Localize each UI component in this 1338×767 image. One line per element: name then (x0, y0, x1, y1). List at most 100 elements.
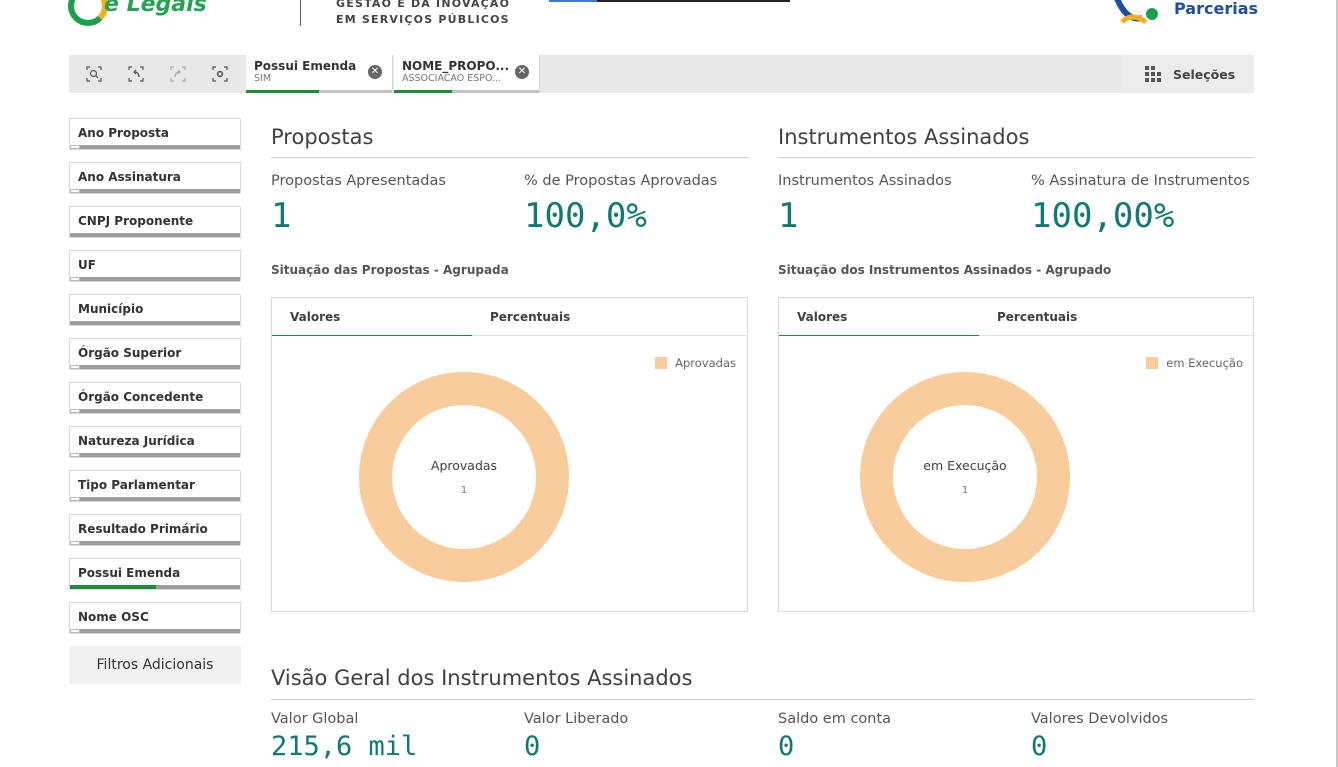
chip-selection-fill (246, 90, 319, 93)
filter-label: Natureza Jurídica (78, 434, 195, 448)
filter-cnpj-proponente[interactable]: CNPJ Proponente (69, 206, 241, 238)
parcerias-logo-icon (1114, 0, 1158, 25)
instrumentos-chart-tabs: Valores Percentuais (779, 298, 1253, 336)
kpi-propostas-apresentadas-label: Propostas Apresentadas (271, 173, 446, 189)
filter-state-bar (70, 585, 240, 589)
filter-state-bar (70, 189, 240, 193)
tab-percentuais[interactable]: Percentuais (979, 298, 1179, 336)
kpi-instrumentos-assinados-value: 1 (778, 196, 799, 236)
chip-value: SIM (254, 73, 272, 84)
kpi-saldo-em-conta-value: 0 (778, 731, 795, 762)
filter-label: Órgão Concedente (78, 390, 204, 404)
filter-sidebar: Ano Proposta Ano Assinatura CNPJ Proponent… (69, 118, 241, 646)
brand-logo-icon (68, 0, 108, 26)
smart-search-icon (86, 66, 102, 82)
tab-valores[interactable]: Valores (272, 298, 472, 336)
filter-state-bar (70, 365, 240, 369)
filter-label: Possui Emenda (78, 566, 181, 580)
legend-item-aprovadas[interactable]: Aprovadas (655, 356, 736, 370)
legend-label: Aprovadas (675, 356, 736, 370)
kpi-saldo-em-conta-label: Saldo em conta (778, 711, 892, 727)
step-back-icon (128, 66, 144, 82)
kpi-assinatura-instrumentos-value: 100,00% (1031, 196, 1175, 236)
filter-possible-segment (70, 409, 80, 413)
step-forward-icon (170, 66, 186, 82)
more-filters-button[interactable]: Filtros Adicionais (69, 646, 241, 684)
smart-search-button[interactable] (80, 60, 108, 88)
kpi-propostas-aprovadas-label: % de Propostas Aprovadas (524, 173, 718, 189)
kpi-valores-devolvidos-value: 0 (1031, 731, 1048, 762)
app-header: e Legais GESTÃO E DA INOVAÇÃO EM SERVIÇO… (0, 0, 1338, 48)
filter-orgao-superior[interactable]: Órgão Superior (69, 338, 241, 370)
donut-slice-aprovadas[interactable] (359, 372, 569, 582)
filter-label: Resultado Primário (78, 522, 208, 536)
tab-percentuais-label: Percentuais (997, 310, 1078, 324)
propostas-donut-chart (359, 372, 569, 582)
legend-item-em-execucao[interactable]: em Execução (1146, 356, 1243, 370)
filter-possui-emenda[interactable]: Possui Emenda (69, 558, 241, 590)
clear-selections-icon (212, 66, 228, 82)
chip-selection-fill (394, 90, 452, 93)
filter-state-bar (70, 277, 240, 281)
filter-ano-proposta[interactable]: Ano Proposta (69, 118, 241, 150)
selections-toolbar: Possui Emenda SIM ✕ NOME_PROPO... ASSOCI… (69, 55, 1254, 93)
tab-percentuais-label: Percentuais (490, 310, 571, 324)
tab-active-indicator (272, 335, 472, 336)
parcerias-logo-text: Parcerias (1174, 0, 1259, 18)
header-divider (300, 0, 301, 26)
filter-possible-segment (70, 453, 80, 457)
filter-selected-segment (70, 585, 156, 589)
clear-selections-button[interactable] (206, 60, 234, 88)
instrumentos-chart-container: Valores Percentuais em Execução em Execu… (778, 297, 1254, 612)
filter-orgao-concedente[interactable]: Órgão Concedente (69, 382, 241, 414)
kpi-valor-liberado-label: Valor Liberado (524, 711, 629, 727)
header-decor-accent (549, 0, 597, 2)
filter-label: Município (78, 302, 144, 316)
tab-valores-label: Valores (290, 310, 341, 324)
filter-state-bar (70, 233, 240, 237)
filter-tipo-parlamentar[interactable]: Tipo Parlamentar (69, 470, 241, 502)
kpi-assinatura-instrumentos-label: % Assinatura de Instrumentos (1031, 173, 1250, 189)
filter-uf[interactable]: UF (69, 250, 241, 282)
filter-possible-segment (70, 629, 80, 633)
chip-close-icon[interactable]: ✕ (368, 65, 382, 79)
page-edge-divider (1336, 0, 1338, 767)
filter-possible-segment (70, 541, 80, 545)
propostas-chart-container: Valores Percentuais Aprovadas Aprovadas … (271, 297, 748, 612)
selections-label: Seleções (1173, 66, 1236, 82)
visao-geral-title: Visão Geral dos Instrumentos Assinados (271, 666, 693, 690)
step-forward-button[interactable] (164, 60, 192, 88)
filter-municipio[interactable]: Município (69, 294, 241, 326)
tab-percentuais[interactable]: Percentuais (472, 298, 672, 336)
header-subtitle-line1: GESTÃO E DA INOVAÇÃO (336, 0, 511, 10)
donut-center-value: 1 (460, 485, 468, 496)
filter-label: Ano Proposta (78, 126, 170, 140)
kpi-valores-devolvidos-label: Valores Devolvidos (1031, 711, 1169, 727)
tab-valores[interactable]: Valores (779, 298, 979, 336)
selection-chip-nome-proponente[interactable]: NOME_PROPO... ASSOCIACAO ESPO... ✕ (394, 55, 540, 93)
grid-icon (1145, 66, 1161, 82)
legend-label: em Execução (1166, 356, 1243, 370)
filter-natureza-juridica[interactable]: Natureza Jurídica (69, 426, 241, 458)
kpi-propostas-aprovadas-value: 100,0% (524, 196, 647, 236)
kpi-instrumentos-assinados-label: Instrumentos Assinados (778, 173, 952, 189)
header-subtitle-line2: EM SERVIÇOS PÚBLICOS (336, 13, 510, 26)
donut-slice-em-execucao[interactable] (860, 372, 1070, 582)
instrumentos-donut-chart (860, 372, 1070, 582)
filter-ano-assinatura[interactable]: Ano Assinatura (69, 162, 241, 194)
step-back-button[interactable] (122, 60, 150, 88)
filter-nome-osc[interactable]: Nome OSC (69, 602, 241, 634)
kpi-valor-liberado-value: 0 (524, 731, 541, 762)
filter-label: Órgão Superior (78, 346, 182, 360)
header-subtitle: GESTÃO E DA INOVAÇÃO EM SERVIÇOS PÚBLICO… (336, 0, 510, 28)
selection-chip-possui-emenda[interactable]: Possui Emenda SIM ✕ (246, 55, 393, 93)
filter-resultado-primario[interactable]: Resultado Primário (69, 514, 241, 546)
donut-center-label: em Execução (923, 458, 1007, 473)
filter-possible-segment (70, 365, 80, 369)
filter-state-bar (70, 497, 240, 501)
header-decor-line (549, 0, 790, 2)
selections-button[interactable]: Seleções (1121, 55, 1254, 93)
filter-possible-segment (70, 189, 80, 193)
chip-close-icon[interactable]: ✕ (515, 65, 529, 79)
filter-label: Tipo Parlamentar (78, 478, 195, 492)
